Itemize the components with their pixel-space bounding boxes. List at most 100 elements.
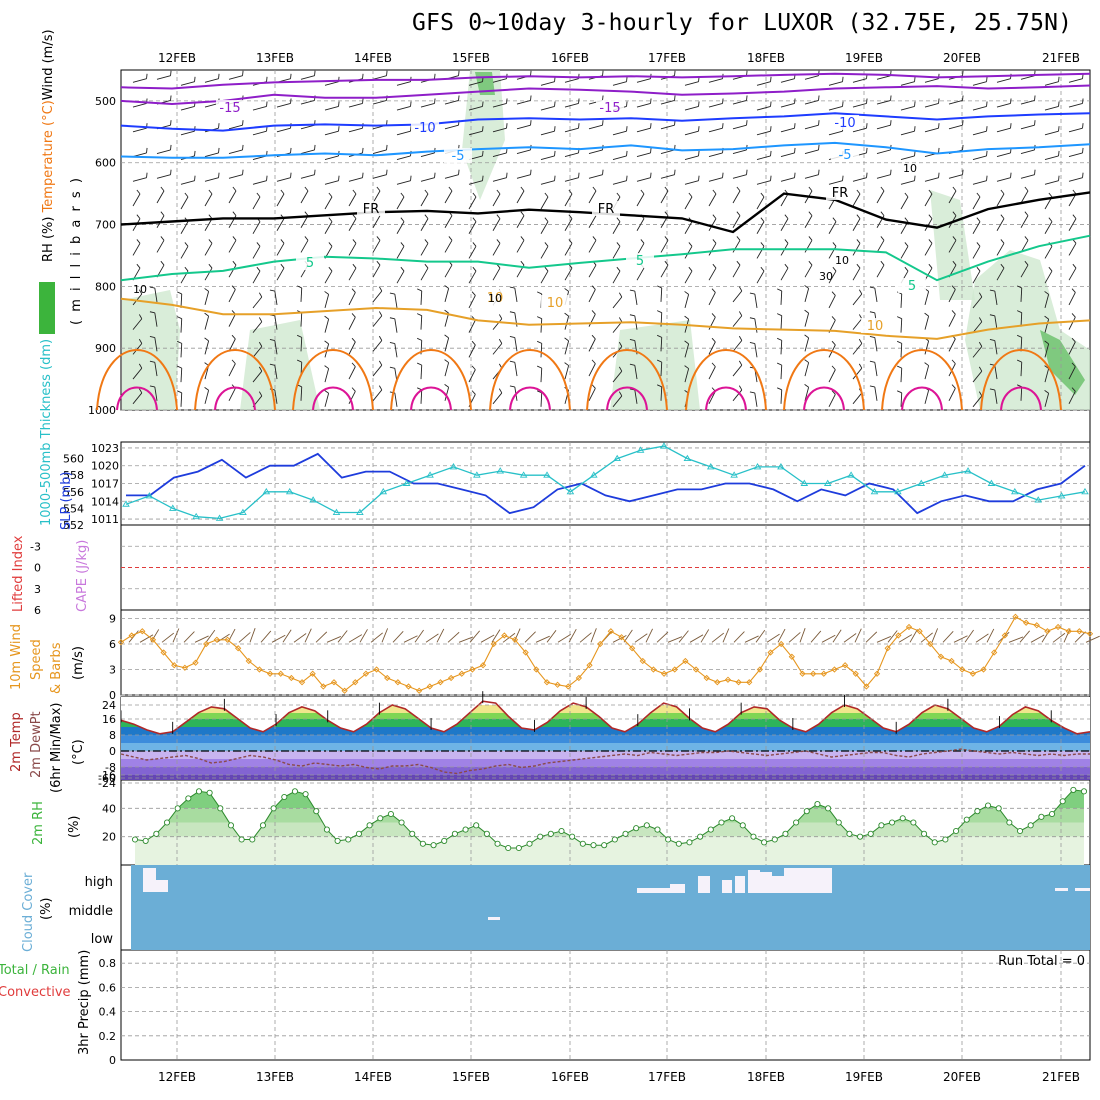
wind-barb <box>674 95 676 101</box>
wind-barb <box>156 149 171 154</box>
wind-barb <box>656 359 662 363</box>
wind-speed-marker <box>416 687 423 694</box>
thickness-marker <box>145 492 154 499</box>
wind-barb <box>396 270 405 284</box>
thickness-marker <box>753 463 762 470</box>
wind-barb <box>471 291 476 296</box>
wind-barb <box>252 270 261 284</box>
wind-barb <box>300 174 315 179</box>
wind-barb <box>900 130 915 136</box>
wind-barb <box>660 386 663 401</box>
wind-barb <box>351 313 356 318</box>
slp-panel: 1023 1020 1017 1014 1011 560 558 556 554 552 1000-… <box>39 339 1090 532</box>
wind-barb <box>711 313 716 318</box>
wind-barb <box>444 312 450 327</box>
wind-barb <box>468 180 483 185</box>
wind-barb <box>138 314 143 319</box>
wind-barb <box>252 180 267 185</box>
wind-barb <box>372 240 381 253</box>
wind-barb <box>564 267 573 281</box>
wind-barb <box>276 218 285 231</box>
wind-barb <box>420 290 423 305</box>
label-bg <box>898 278 926 293</box>
wind-speed-marker <box>128 632 135 639</box>
surface-wind-panel: 9 6 3 0 10m Wind Speed & Barbs (m/s) <box>9 610 1100 702</box>
wind-speed-marker <box>852 670 859 677</box>
rh-marker <box>707 826 714 833</box>
wind-barb <box>804 174 819 179</box>
wind-barb <box>204 291 210 306</box>
wind-barb <box>300 149 315 154</box>
thickness-marker <box>636 446 645 453</box>
wind-barb <box>535 635 550 643</box>
wind-barb <box>994 389 998 404</box>
isotherm-label: FR <box>832 186 849 201</box>
wind-barb <box>733 631 745 643</box>
wind-barb <box>160 236 165 241</box>
wind-barb <box>978 341 983 347</box>
wind-barb <box>924 267 933 281</box>
wind-barb <box>612 155 627 160</box>
y-tick-label: 0.2 <box>99 1030 117 1043</box>
wind-barb <box>540 246 549 259</box>
wind-barb <box>996 218 1005 231</box>
wind-barb <box>1044 315 1049 320</box>
wind-barb <box>324 315 329 320</box>
wind-barb <box>509 286 515 289</box>
wind-barb <box>746 95 748 101</box>
wind-barb <box>732 149 747 154</box>
wind-barb <box>924 177 939 182</box>
wind-barb <box>843 633 857 643</box>
rh-marker <box>974 808 981 815</box>
wind-barb <box>564 362 569 366</box>
wind-barb <box>472 192 477 198</box>
wind-barb <box>176 365 182 369</box>
wind-barb <box>232 260 237 266</box>
wind-barb <box>746 120 748 126</box>
wind-barb <box>1020 174 1035 179</box>
rh-marker <box>633 825 640 832</box>
wind-barb <box>986 76 988 82</box>
wind-barb <box>1068 366 1076 380</box>
isotherm-20 <box>901 386 943 411</box>
rh-marker <box>185 795 192 802</box>
wind-barb <box>1068 218 1077 231</box>
wind-barb <box>444 362 450 377</box>
wind-barb <box>204 312 209 317</box>
wind-speed-marker <box>916 628 923 635</box>
wind-barb <box>204 243 213 256</box>
wind-barb <box>149 286 155 289</box>
wind-barb <box>928 239 933 244</box>
rh-marker <box>174 805 181 812</box>
label-bg <box>296 255 324 270</box>
y-axis-title: (6hr Min/Max) <box>49 703 64 793</box>
run-total-label: Run Total = 0 <box>998 954 1085 969</box>
wind-barb <box>506 172 508 178</box>
wind-barb <box>828 270 837 284</box>
wind-barb <box>300 386 303 401</box>
wind-barb <box>564 152 579 157</box>
wind-barb <box>948 338 956 352</box>
wind-barb <box>951 359 956 364</box>
wind-speed-marker <box>117 639 125 646</box>
thickness-marker <box>402 479 411 486</box>
wind-barb <box>732 100 747 105</box>
wind-barb <box>660 124 675 130</box>
wind-barb <box>180 246 189 259</box>
wind-barb <box>469 630 480 643</box>
wind-barb <box>684 155 699 160</box>
rh-marker <box>537 833 544 840</box>
wind-barb <box>636 127 651 133</box>
wind-barb <box>780 193 789 207</box>
wind-barb <box>389 292 395 295</box>
wind-barb <box>804 288 810 303</box>
wind-barb <box>1068 78 1083 83</box>
wind-barb <box>612 81 627 86</box>
wind-barb <box>1010 98 1012 104</box>
wind-speed-marker <box>533 666 540 673</box>
wind-barb <box>736 260 741 266</box>
wind-barb <box>684 294 690 309</box>
wind-barb <box>362 98 364 104</box>
wind-speed-marker <box>1076 628 1083 635</box>
wind-barb <box>1068 193 1077 207</box>
